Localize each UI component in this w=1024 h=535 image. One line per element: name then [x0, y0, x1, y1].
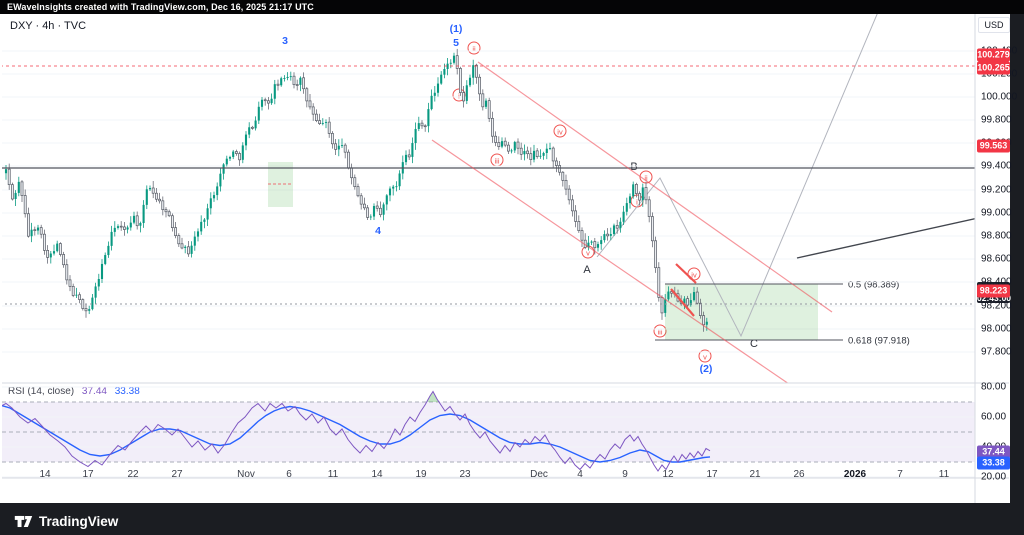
attribution-text: EWaveInsights created with TradingView.c… [7, 2, 314, 12]
bottom-toolbar: TradingView [0, 503, 1024, 535]
rsi-value: 37.44 [81, 386, 107, 397]
rsi-title: RSI (14, close) [8, 386, 75, 397]
tradingview-logo[interactable]: TradingView [14, 512, 118, 531]
symbol-legend[interactable]: DXY · 4h · TVC [10, 20, 87, 32]
rsi-legend[interactable]: RSI (14, close) 37.44 33.38 [8, 386, 140, 397]
attribution-bar: EWaveInsights created with TradingView.c… [0, 0, 1024, 14]
rsi-ma-value: 33.38 [114, 386, 140, 397]
currency-toggle-button[interactable]: USD [978, 17, 1010, 33]
tradingview-logo-icon [14, 515, 33, 528]
tradingview-logo-text: TradingView [39, 514, 119, 529]
